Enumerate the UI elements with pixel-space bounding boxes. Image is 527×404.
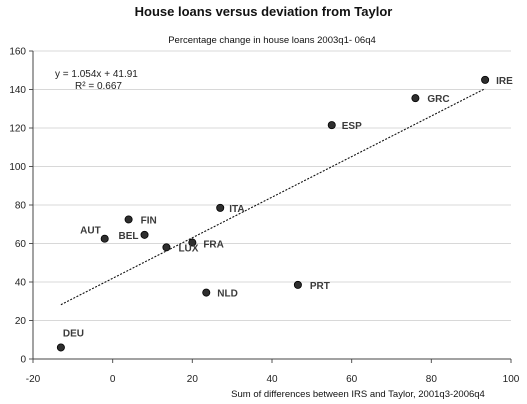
x-tick-label: 100 bbox=[503, 374, 520, 385]
data-point-ire bbox=[481, 75, 490, 84]
y-tick-label: 100 bbox=[9, 162, 26, 173]
data-point-deu bbox=[56, 343, 65, 352]
data-point-ita bbox=[216, 203, 225, 212]
trendline bbox=[60, 88, 486, 306]
x-tick-label: 0 bbox=[110, 374, 116, 385]
point-label-prt: PRT bbox=[310, 281, 330, 292]
data-point-prt bbox=[293, 280, 302, 289]
x-axis-label: Sum of differences between IRS and Taylo… bbox=[231, 389, 485, 400]
point-label-lux: LUX bbox=[178, 243, 198, 254]
point-label-ire: IRE bbox=[496, 76, 513, 87]
trendline-equation: y = 1.054x + 41.91 bbox=[55, 69, 138, 80]
x-tick-label: 40 bbox=[266, 374, 278, 385]
y-tick-label: 20 bbox=[15, 316, 27, 327]
data-point-lux bbox=[162, 243, 171, 252]
y-tick-label: 40 bbox=[15, 278, 27, 289]
chart-title: House loans versus deviation from Taylor bbox=[134, 4, 393, 19]
data-point-aut bbox=[100, 234, 109, 243]
data-point-fra bbox=[188, 238, 197, 247]
y-tick-label: 160 bbox=[9, 47, 26, 58]
y-tick-label: 60 bbox=[15, 239, 27, 250]
data-point-grc bbox=[411, 94, 420, 103]
y-tick-label: 120 bbox=[9, 124, 26, 135]
point-label-nld: NLD bbox=[217, 289, 238, 300]
x-tick-label: -20 bbox=[26, 374, 41, 385]
point-label-grc: GRC bbox=[427, 94, 449, 105]
point-label-esp: ESP bbox=[342, 121, 362, 132]
trendline-r-squared: R² = 0.667 bbox=[75, 81, 122, 92]
data-point-fin bbox=[124, 215, 133, 224]
data-points: IRE GRC ESP ITA FIN AUT BEL FRA LUX NLD PRT DEU bbox=[56, 75, 513, 352]
point-label-ita: ITA bbox=[229, 204, 244, 215]
trendline-group bbox=[60, 88, 486, 306]
point-label-bel: BEL bbox=[119, 231, 139, 242]
x-tick-label: 20 bbox=[187, 374, 199, 385]
x-tick-label: 80 bbox=[426, 374, 438, 385]
data-point-bel bbox=[140, 230, 149, 239]
y-tick-label: 80 bbox=[15, 201, 27, 212]
y-tick-label: 140 bbox=[9, 85, 26, 96]
data-point-nld bbox=[202, 288, 211, 297]
x-tick-label: 60 bbox=[346, 374, 358, 385]
y-tick-label: 0 bbox=[20, 355, 26, 366]
chart-subtitle: Percentage change in house loans 2003q1-… bbox=[168, 35, 376, 46]
point-label-aut: AUT bbox=[80, 226, 101, 237]
data-point-esp bbox=[327, 121, 336, 130]
point-label-fin: FIN bbox=[141, 215, 157, 226]
point-label-fra: FRA bbox=[203, 240, 224, 251]
point-label-deu: DEU bbox=[63, 328, 84, 339]
gridlines bbox=[33, 50, 511, 321]
